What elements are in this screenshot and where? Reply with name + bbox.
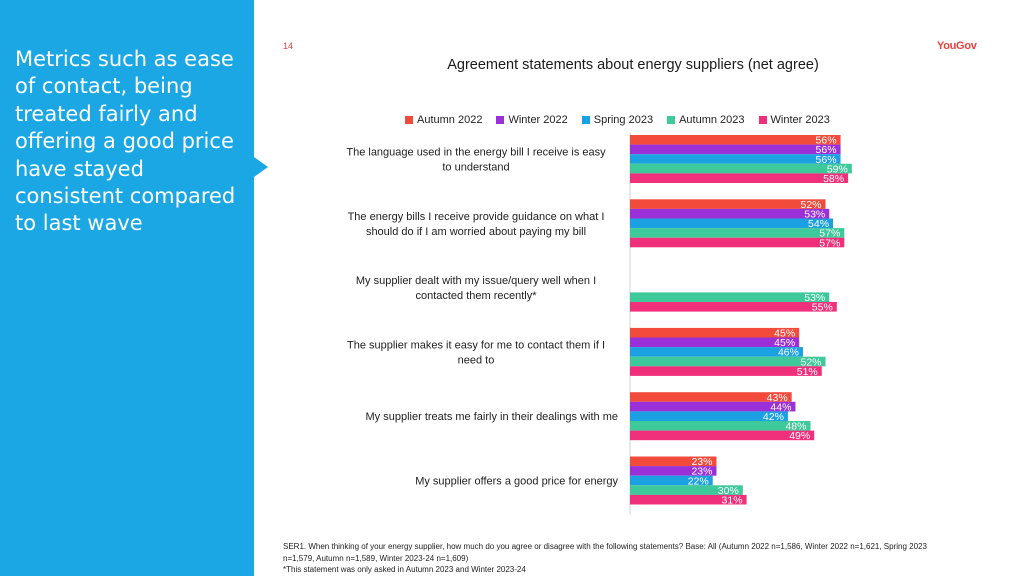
- bar: [630, 411, 788, 421]
- bar: [630, 421, 811, 431]
- sidebar-pointer: [254, 157, 268, 177]
- data-label: 56%: [816, 154, 837, 166]
- sidebar-panel: Metrics such as ease of contact, being t…: [0, 0, 254, 576]
- data-label: 52%: [801, 199, 822, 211]
- data-label: 46%: [778, 347, 799, 359]
- data-label: 55%: [812, 302, 833, 314]
- category-label: The supplier makes it easy for me to con…: [347, 339, 605, 366]
- data-label: 23%: [691, 466, 712, 478]
- data-label: 59%: [827, 163, 848, 175]
- legend-label: Spring 2023: [593, 114, 654, 126]
- data-label: 45%: [774, 337, 795, 349]
- bar: [630, 356, 826, 367]
- legend-label: Winter 2023: [770, 114, 830, 126]
- data-label: 43%: [767, 392, 788, 404]
- bar: [630, 347, 803, 357]
- bar: [630, 302, 837, 312]
- data-label: 57%: [819, 228, 840, 240]
- data-label: 22%: [688, 475, 709, 487]
- bar: [630, 163, 852, 174]
- bar: [630, 401, 796, 412]
- chart-title: Agreement statements about energy suppli…: [447, 57, 819, 73]
- data-label: 54%: [808, 218, 829, 230]
- legend-label: Winter 2022: [508, 114, 568, 126]
- headline: Metrics such as ease of contact, being t…: [15, 47, 236, 236]
- category-label: The energy bills I receive provide guida…: [348, 211, 605, 238]
- bar: [630, 337, 800, 348]
- footnote: SER1. When thinking of your energy suppl…: [283, 541, 1003, 576]
- bar: [630, 144, 841, 155]
- legend-item-4: Winter 2023: [758, 114, 830, 126]
- page-number: 14: [283, 41, 294, 51]
- data-label: 31%: [722, 495, 743, 507]
- legend-item-0: Autumn 2022: [405, 114, 482, 126]
- data-label: 42%: [763, 411, 784, 423]
- legend-label: Autumn 2022: [417, 114, 483, 126]
- yougov-logo: YouGov: [937, 40, 977, 52]
- footnote-line-3: *This statement was only asked in Autumn…: [283, 565, 526, 574]
- bar: [630, 392, 792, 402]
- bar: [630, 154, 841, 164]
- bar: [630, 199, 826, 209]
- bar: [630, 475, 713, 486]
- data-label: 56%: [816, 135, 837, 147]
- data-label: 53%: [804, 292, 825, 304]
- legend-item-1: Winter 2022: [496, 114, 568, 126]
- category-label: My supplier dealt with my issue/query we…: [356, 275, 596, 302]
- legend-swatch: [758, 116, 767, 124]
- data-label: 52%: [801, 356, 822, 368]
- data-label: 56%: [816, 144, 837, 156]
- legend-item-3: Autumn 2023: [667, 114, 745, 126]
- bar: [630, 228, 845, 238]
- data-label: 58%: [823, 173, 844, 185]
- category-label: The language used in the energy bill I r…: [346, 147, 606, 174]
- category-label: My supplier treats me fairly in their de…: [366, 411, 618, 423]
- data-label: 57%: [819, 237, 840, 249]
- bar: [630, 218, 834, 229]
- bar: [630, 456, 717, 467]
- footnote-line-2: n=1,579, Autumn n=1,589, Winter 2023-24 …: [283, 553, 469, 563]
- bar: [630, 327, 800, 338]
- footnote-line-1: SER1. When thinking of your energy suppl…: [283, 542, 927, 551]
- bar: [630, 208, 830, 219]
- bar: [630, 237, 845, 248]
- data-label: 45%: [774, 328, 795, 340]
- data-label: 48%: [785, 421, 806, 433]
- category-label: My supplier offers a good price for ener…: [415, 476, 618, 488]
- data-label: 53%: [804, 209, 825, 221]
- bar: [630, 485, 743, 495]
- bar: [630, 466, 717, 476]
- legend-swatch: [667, 116, 676, 124]
- legend-label: Autumn 2023: [679, 114, 745, 126]
- data-label: 23%: [691, 456, 712, 468]
- bar: [630, 292, 830, 302]
- legend-item-2: Spring 2023: [581, 114, 654, 126]
- bar: [630, 366, 822, 376]
- legend-swatch: [581, 116, 590, 124]
- chart-legend: Autumn 2022 Winter 2022 Spring 2023 Autumn …: [405, 114, 844, 126]
- data-label: 51%: [797, 366, 818, 378]
- legend-swatch: [496, 116, 505, 124]
- bar: [630, 430, 815, 441]
- bar: [630, 494, 747, 505]
- data-label: 49%: [789, 430, 810, 442]
- data-label: 30%: [718, 485, 739, 497]
- legend-swatch: [405, 116, 413, 124]
- bar: [630, 135, 841, 145]
- data-label: 44%: [770, 401, 791, 413]
- bar: [630, 173, 849, 183]
